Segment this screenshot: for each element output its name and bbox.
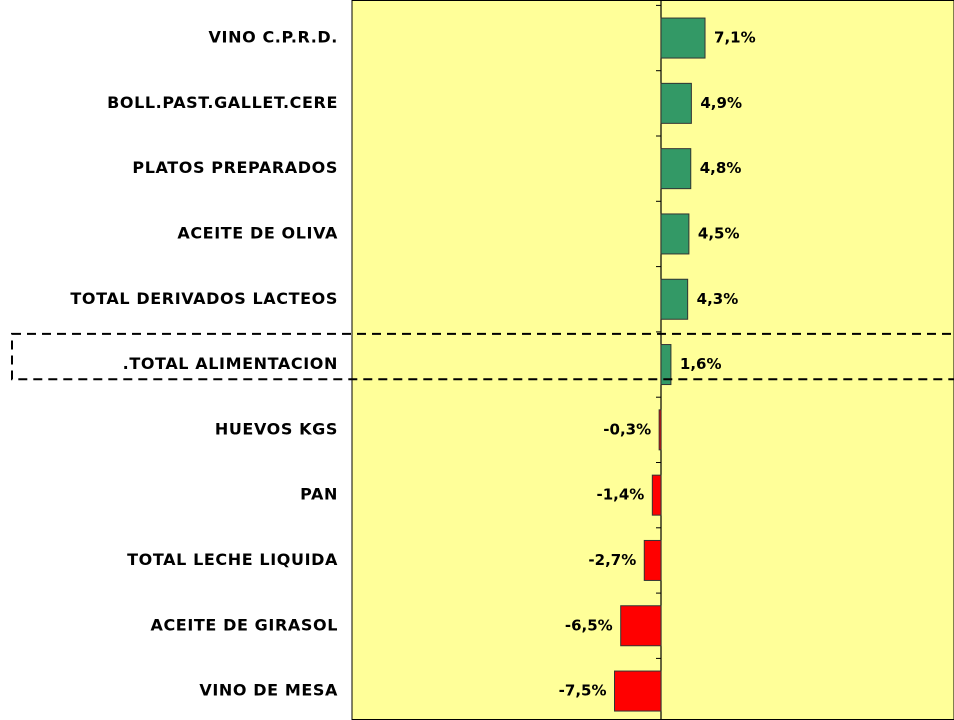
bar: [660, 17, 706, 59]
value-label: -7,5%: [559, 682, 607, 700]
value-label: 1,6%: [680, 355, 722, 373]
category-label: ACEITE DE GIRASOL: [150, 615, 338, 634]
category-label: TOTAL DERIVADOS LACTEOS: [70, 289, 338, 308]
bar: [660, 278, 689, 320]
plot-area: [351, 0, 954, 720]
value-label: 4,9%: [700, 94, 742, 112]
bar: [651, 474, 662, 516]
value-label: 4,5%: [698, 224, 740, 242]
bar: [620, 605, 662, 647]
value-label: 4,8%: [700, 159, 742, 177]
value-label: -0,3%: [603, 420, 651, 438]
bar: [614, 670, 662, 712]
bar: [643, 539, 662, 581]
highlight-box: [11, 332, 954, 381]
category-label: PAN: [300, 485, 338, 504]
category-label: BOLL.PAST.GALLET.CERE: [107, 93, 338, 112]
value-label: 7,1%: [714, 29, 756, 47]
bar: [660, 148, 692, 190]
bar: [660, 82, 692, 124]
category-label: VINO DE MESA: [199, 681, 338, 700]
category-label: ACEITE DE OLIVA: [177, 223, 338, 242]
value-label: 4,3%: [697, 290, 739, 308]
value-label: -6,5%: [565, 616, 613, 634]
bar: [660, 344, 672, 386]
category-label: VINO C.P.R.D.: [209, 28, 338, 47]
category-label: PLATOS PREPARADOS: [132, 158, 338, 177]
value-label: -1,4%: [596, 486, 644, 504]
category-label: HUEVOS KGS: [215, 419, 338, 438]
category-label: .TOTAL ALIMENTACION: [123, 354, 338, 373]
bar: [660, 213, 690, 255]
category-label: TOTAL LECHE LIQUIDA: [127, 550, 338, 569]
bar: [658, 409, 662, 451]
value-label: -2,7%: [588, 551, 636, 569]
